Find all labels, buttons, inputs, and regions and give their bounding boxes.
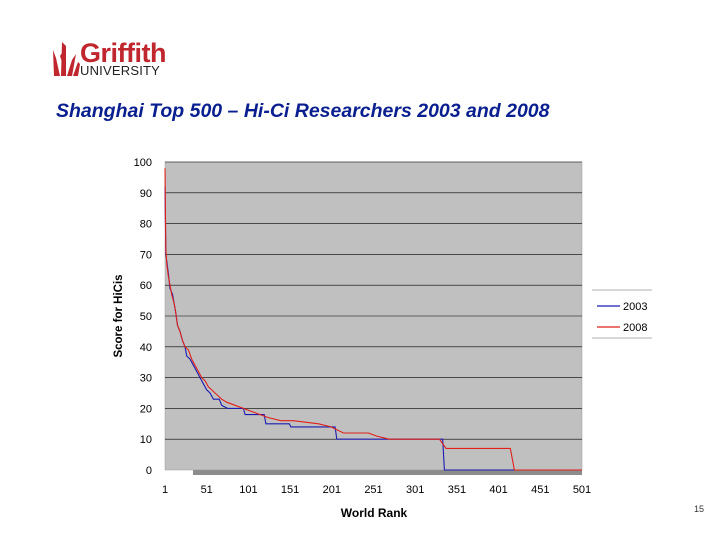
legend-label-2008: 2008 xyxy=(623,322,647,334)
x-tick-label-251: 251 xyxy=(364,484,382,496)
y-tick-label-40: 40 xyxy=(140,342,152,354)
y-tick-label-20: 20 xyxy=(140,403,152,415)
x-tick-label-201: 201 xyxy=(323,484,341,496)
y-tick-label-70: 70 xyxy=(140,249,152,261)
y-tick-label-100: 100 xyxy=(134,157,152,169)
brand-name: Griffith xyxy=(80,38,166,68)
y-axis-label: Score for HiCis xyxy=(113,274,125,357)
y-tick-label-50: 50 xyxy=(140,311,152,323)
series-line-2008 xyxy=(164,168,582,471)
x-tick-label-101: 101 xyxy=(239,484,257,496)
y-tick-label-0: 0 xyxy=(146,465,152,477)
page-number: 15 xyxy=(694,504,705,514)
griffith-logo-icon xyxy=(53,42,80,76)
brand-subtitle: UNIVERSITY xyxy=(80,63,161,78)
y-tick-label-90: 90 xyxy=(140,188,152,200)
x-tick-label-51: 51 xyxy=(201,484,213,496)
plot-floor xyxy=(193,470,582,475)
y-tick-label-10: 10 xyxy=(140,434,152,446)
x-tick-label-301: 301 xyxy=(406,484,424,496)
legend-label-2003: 2003 xyxy=(623,301,647,313)
x-axis-label: World Rank xyxy=(341,506,408,520)
x-tick-label-451: 451 xyxy=(531,484,549,496)
x-tick-label-351: 351 xyxy=(448,484,466,496)
y-tick-label-30: 30 xyxy=(140,373,152,385)
x-tick-label-1: 1 xyxy=(162,484,168,496)
x-tick-label-401: 401 xyxy=(489,484,507,496)
x-tick-label-151: 151 xyxy=(281,484,299,496)
slide-title: Shanghai Top 500 – Hi-Ci Researchers 200… xyxy=(56,100,550,122)
x-tick-label-501: 501 xyxy=(573,484,591,496)
y-tick-label-60: 60 xyxy=(140,280,152,292)
y-tick-label-80: 80 xyxy=(140,219,152,231)
legend: 2003 2008 xyxy=(592,289,652,339)
